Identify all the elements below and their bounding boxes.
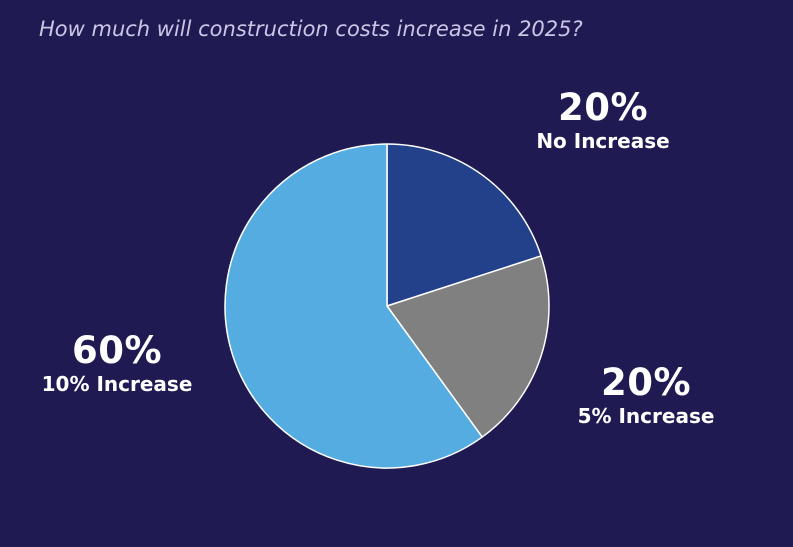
slice-name: 10% Increase [41, 372, 193, 396]
slice-percent: 60% [71, 329, 163, 372]
slice-name: 5% Increase [577, 404, 715, 428]
slice-name: No Increase [536, 129, 670, 153]
slice-label-no-increase: 20% No Increase [536, 88, 669, 154]
chart-title: How much will construction costs increas… [39, 17, 583, 41]
pie-slices [224, 143, 550, 469]
slice-percent: 20% [557, 86, 649, 129]
slice-label-5-increase: 20% 5% Increase [578, 363, 715, 429]
slice-label-10-increase: 60% 10% Increase [42, 331, 193, 397]
pie-slice-10-increase [224, 143, 483, 469]
slice-percent: 20% [600, 361, 692, 404]
pie-slice-no-increase [386, 143, 542, 307]
pie-slice-5-increase [386, 255, 550, 438]
